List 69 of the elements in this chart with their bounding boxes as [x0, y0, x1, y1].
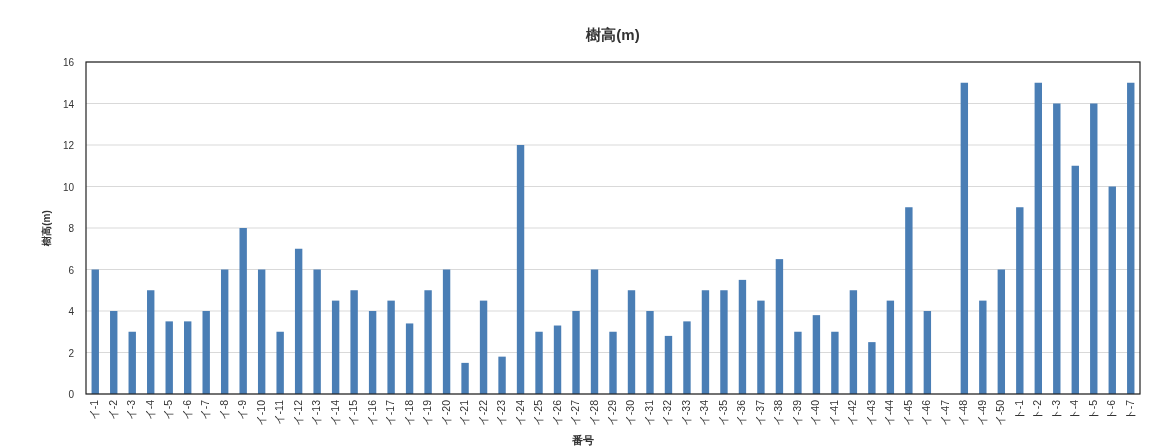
x-tick-label: イ-27 — [569, 399, 582, 427]
x-tick-label: イ-48 — [957, 399, 970, 427]
x-tick-label: イ-45 — [901, 399, 914, 427]
x-tick-label: イ-18 — [402, 399, 415, 427]
x-tick-label: イ-6 — [180, 399, 193, 421]
x-tick-label: イ-24 — [513, 399, 526, 427]
x-tick-label: イ-41 — [827, 399, 840, 427]
x-tick-label: イ-31 — [642, 399, 655, 427]
x-tick-label: イ-49 — [975, 399, 988, 427]
x-tick-label: イ-30 — [624, 399, 637, 427]
x-tick-label: イ-9 — [236, 399, 249, 421]
y-tick-label: 10 — [62, 181, 75, 193]
y-tick-label: 14 — [62, 98, 75, 110]
x-tick-label: イ-15 — [347, 399, 360, 427]
x-tick-label: イ-34 — [698, 399, 711, 427]
x-tick-label: イ-43 — [864, 399, 877, 427]
chart-title: 樹高(m) — [585, 26, 640, 43]
y-tick-label: 0 — [68, 389, 75, 400]
x-tick-label: イ-22 — [476, 399, 489, 427]
x-tick-label: イ-37 — [753, 399, 766, 427]
x-axis-title: 番号 — [571, 434, 594, 446]
x-tick-label: イ-19 — [421, 399, 434, 427]
x-tick-label: イ-16 — [365, 399, 378, 427]
x-tick-label: イ-38 — [772, 399, 785, 427]
x-tick-label: イ-25 — [532, 399, 545, 427]
y-tick-label: 6 — [68, 264, 75, 276]
x-tick-label: イ-47 — [938, 399, 951, 427]
y-tick-label: 2 — [68, 347, 75, 359]
x-tick-label: イ-44 — [883, 399, 896, 427]
x-tick-label: イ-2 — [106, 399, 119, 421]
x-tick-label: イ-17 — [384, 399, 397, 427]
x-tick-label: イ-40 — [809, 399, 822, 427]
y-tick-label: 16 — [62, 57, 75, 68]
x-tick-label: イ-32 — [661, 399, 674, 427]
x-tick-label: イ-42 — [846, 399, 859, 427]
x-tick-label: イ-1 — [88, 399, 101, 421]
x-tick-label: ト-7 — [1123, 399, 1136, 421]
x-tick-label: イ-35 — [716, 399, 729, 427]
x-tick-label: イ-5 — [162, 399, 175, 421]
x-tick-label: ト-4 — [1068, 399, 1081, 421]
x-tick-label: イ-13 — [310, 399, 323, 427]
x-tick-label: イ-50 — [994, 399, 1007, 427]
x-tick-label: イ-26 — [550, 399, 563, 427]
x-tick-label: イ-4 — [143, 399, 156, 421]
x-tick-label: イ-11 — [273, 399, 286, 426]
x-tick-label: イ-7 — [199, 399, 212, 421]
x-tick-label: ト-5 — [1086, 399, 1099, 421]
x-tick-label: イ-36 — [735, 399, 748, 427]
x-tick-label: イ-10 — [254, 399, 267, 427]
x-tick-label: イ-39 — [790, 399, 803, 427]
x-tick-label: イ-33 — [679, 399, 692, 427]
x-tick-label: イ-14 — [328, 399, 341, 427]
y-tick-label: 4 — [68, 306, 75, 317]
x-tick-label: イ-3 — [125, 399, 138, 421]
x-tick-label: イ-12 — [291, 399, 304, 427]
x-tick-label: ト-1 — [1012, 399, 1025, 421]
x-tick-label: ト-2 — [1031, 399, 1044, 421]
y-tick-label: 8 — [68, 223, 75, 234]
x-tick-label: イ-28 — [587, 399, 600, 427]
x-tick-label: イ-29 — [606, 399, 618, 427]
x-tick-label: ト-6 — [1105, 399, 1118, 421]
y-axis-title: 樹高(m) — [41, 210, 52, 247]
y-tick-label: 12 — [62, 140, 75, 151]
x-tick-label: イ-8 — [217, 399, 230, 421]
x-tick-label: ト-3 — [1049, 399, 1062, 421]
x-tick-label: イ-20 — [439, 399, 452, 427]
x-tick-label: イ-46 — [920, 399, 933, 427]
x-tick-label: イ-23 — [495, 399, 508, 427]
x-tick-label: イ-21 — [458, 399, 471, 427]
